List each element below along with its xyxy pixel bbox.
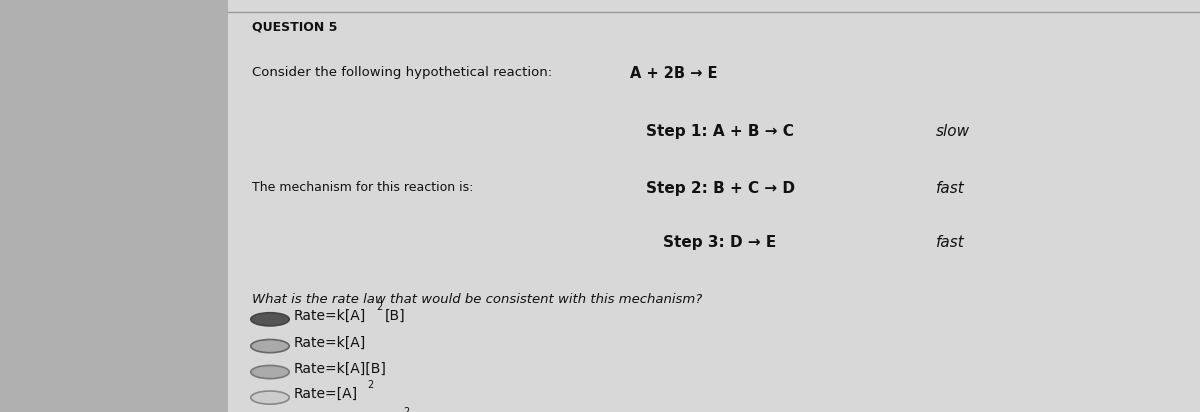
- Text: 2: 2: [376, 302, 383, 311]
- Text: Rate=k[A]: Rate=k[A]: [294, 309, 366, 323]
- Text: 2: 2: [367, 380, 373, 390]
- Text: Consider the following hypothetical reaction:: Consider the following hypothetical reac…: [252, 66, 557, 79]
- Text: Rate=[A]: Rate=[A]: [294, 387, 358, 401]
- Text: [B]: [B]: [384, 309, 406, 323]
- Text: Rate=k[A][B]: Rate=k[A][B]: [294, 362, 386, 376]
- Text: fast: fast: [936, 235, 965, 250]
- Text: Rate=k[A]: Rate=k[A]: [294, 336, 366, 350]
- Text: 2: 2: [403, 407, 409, 412]
- Text: What is the rate law that would be consistent with this mechanism?: What is the rate law that would be consi…: [252, 293, 702, 306]
- Text: Step 1: A + B → C: Step 1: A + B → C: [646, 124, 794, 138]
- Circle shape: [251, 313, 289, 326]
- Text: Step 2: B + C → D: Step 2: B + C → D: [646, 181, 794, 196]
- Text: fast: fast: [936, 181, 965, 196]
- Circle shape: [251, 339, 289, 353]
- Text: The mechanism for this reaction is:: The mechanism for this reaction is:: [252, 181, 473, 194]
- Circle shape: [251, 391, 289, 404]
- Text: QUESTION 5: QUESTION 5: [252, 21, 337, 34]
- Text: A + 2B → E: A + 2B → E: [630, 66, 718, 81]
- Text: Step 3: D → E: Step 3: D → E: [664, 235, 776, 250]
- Bar: [228, 0, 1200, 412]
- Circle shape: [251, 365, 289, 379]
- Text: slow: slow: [936, 124, 970, 138]
